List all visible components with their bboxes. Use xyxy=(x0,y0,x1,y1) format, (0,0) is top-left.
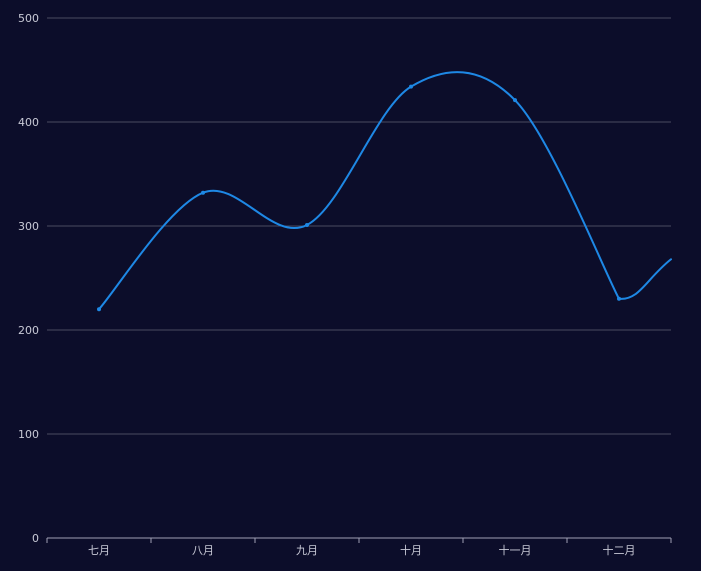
y-tick-label: 500 xyxy=(18,12,39,25)
series-0 xyxy=(97,71,672,312)
data-point[interactable] xyxy=(97,307,101,312)
y-tick-label: 200 xyxy=(18,324,39,337)
series-line-tail xyxy=(618,258,672,300)
y-tick-label: 400 xyxy=(18,116,39,129)
x-tick-label: 七月 xyxy=(88,544,110,557)
y-tick-label: 300 xyxy=(18,220,39,233)
data-point[interactable] xyxy=(201,190,205,195)
y-tick-label: 0 xyxy=(32,532,39,545)
data-point[interactable] xyxy=(617,296,621,301)
data-point[interactable] xyxy=(305,222,309,227)
grid-lines xyxy=(47,17,671,435)
x-tick-label: 十月 xyxy=(400,543,422,557)
x-tick-label: 八月 xyxy=(192,544,214,557)
series-group xyxy=(97,71,672,312)
y-tick-label: 100 xyxy=(18,428,39,441)
x-tick-label: 九月 xyxy=(296,544,318,557)
y-tick-labels: 0 100 200 300 400 500 xyxy=(18,12,39,545)
x-tick-label: 十二月 xyxy=(603,543,636,557)
axes xyxy=(46,537,672,543)
data-point[interactable] xyxy=(513,98,517,103)
series-line xyxy=(98,71,620,311)
data-point[interactable] xyxy=(409,84,413,89)
x-tick-labels: 七月 八月 九月 十月 十一月 十二月 xyxy=(88,543,636,557)
x-tick-label: 十一月 xyxy=(499,543,532,557)
